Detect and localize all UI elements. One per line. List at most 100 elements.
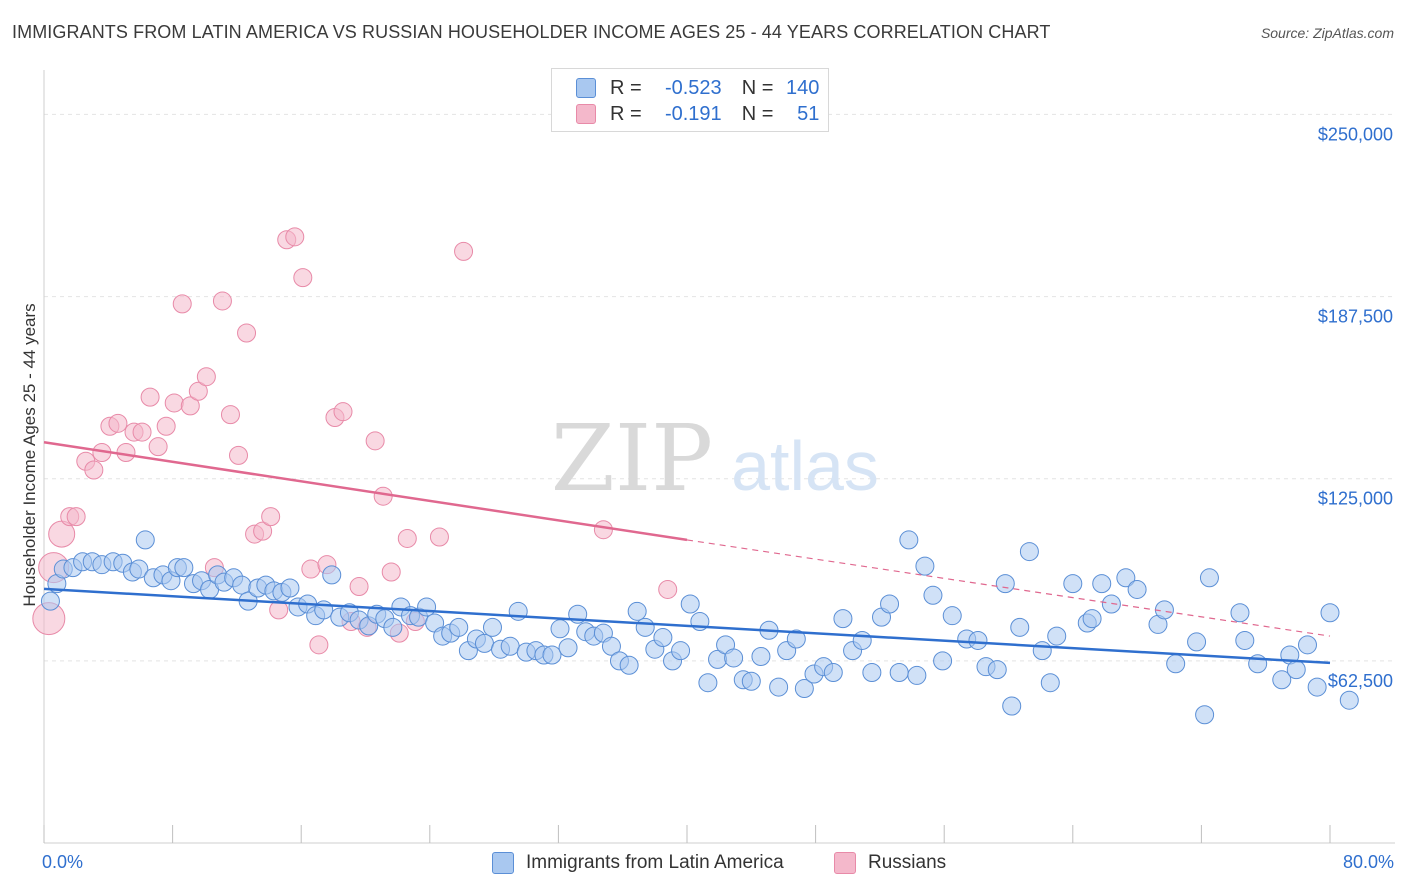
latin-america-point bbox=[1187, 632, 1207, 652]
latin-america-point bbox=[933, 651, 953, 671]
russians-point bbox=[84, 460, 104, 480]
latin-america-point bbox=[833, 609, 853, 629]
legend-n-label: N = bbox=[741, 76, 774, 99]
legend-swatch-pink bbox=[576, 104, 596, 124]
russians-point bbox=[454, 241, 474, 261]
legend-n-value-pink: 51 bbox=[797, 102, 820, 125]
legend-n-value-blue: 140 bbox=[786, 76, 820, 99]
latin-america-point bbox=[1032, 641, 1052, 661]
latin-america-point bbox=[1010, 617, 1030, 637]
latin-america-point bbox=[862, 663, 882, 683]
russians-point bbox=[301, 559, 321, 579]
watermark-atlas: atlas bbox=[731, 427, 879, 505]
russians-point bbox=[293, 268, 313, 288]
latin-america-point bbox=[129, 559, 149, 579]
bottom-legend-russians: Russians bbox=[834, 852, 946, 874]
latin-america-point bbox=[135, 530, 155, 550]
russians-point bbox=[148, 437, 168, 457]
latin-america-point bbox=[174, 558, 194, 578]
watermark-zip: ZIP bbox=[551, 405, 713, 512]
latin-america-point bbox=[823, 663, 843, 683]
russians-point bbox=[429, 527, 449, 547]
latin-america-point bbox=[1116, 568, 1136, 588]
latin-america-point bbox=[280, 578, 300, 598]
latin-america-point bbox=[383, 617, 403, 637]
russians-point bbox=[172, 294, 192, 314]
y-tick-label-1: $125,000 bbox=[1318, 489, 1393, 509]
russians-point bbox=[156, 416, 176, 436]
legend-r-value-pink: -0.191 bbox=[664, 102, 722, 125]
russians-trend-line-dashed bbox=[686, 539, 1331, 637]
legend-r-label: R = bbox=[610, 102, 642, 125]
russians-point bbox=[373, 486, 393, 506]
latin-america-point bbox=[769, 677, 789, 697]
correlation-legend: R = -0.523 N = 140 R = -0.191 N = 51 bbox=[551, 68, 829, 132]
russians-point bbox=[140, 387, 160, 407]
y-axis-label: Householder Income Ages 25 - 44 years bbox=[20, 303, 39, 607]
latin-america-point bbox=[558, 638, 578, 658]
russians-point bbox=[309, 635, 329, 655]
latin-america-point bbox=[627, 601, 647, 621]
latin-america-point bbox=[1019, 542, 1039, 562]
latin-america-point bbox=[1082, 609, 1102, 629]
latin-america-point bbox=[1235, 630, 1255, 650]
latin-america-point bbox=[40, 591, 60, 611]
legend-row-russians: R = -0.191 N = 51 bbox=[576, 101, 819, 127]
latin-america-point bbox=[698, 673, 718, 693]
russians-point bbox=[220, 405, 240, 425]
latin-america-point bbox=[1286, 660, 1306, 680]
latin-america-point bbox=[635, 617, 655, 637]
russians-point bbox=[333, 402, 353, 422]
x-tick-label-max: 80.0% bbox=[1342, 852, 1394, 872]
russians-point bbox=[132, 422, 152, 442]
bottom-legend-label-pink: Russians bbox=[868, 852, 947, 873]
russians-point bbox=[397, 528, 417, 548]
x-tick-label-min: 0.0% bbox=[42, 852, 84, 872]
russians-point bbox=[349, 577, 369, 597]
legend-swatch-blue bbox=[576, 78, 596, 98]
latin-america-point bbox=[1307, 677, 1327, 697]
latin-america-point bbox=[1047, 626, 1067, 646]
russians-point bbox=[285, 227, 305, 247]
latin-america-point bbox=[500, 636, 520, 656]
latin-america-point bbox=[987, 660, 1007, 680]
latin-america-point bbox=[995, 574, 1015, 594]
y-tick-label-0: $62,500 bbox=[1328, 671, 1393, 691]
latin-america-point bbox=[794, 679, 814, 699]
latin-america-point bbox=[1127, 579, 1147, 599]
latin-america-point bbox=[724, 648, 744, 668]
latin-america-point bbox=[852, 630, 872, 650]
legend-r-label: R = bbox=[610, 76, 642, 99]
latin-america-point bbox=[232, 575, 252, 595]
watermark: ZIP atlas bbox=[551, 405, 879, 512]
latin-america-point bbox=[322, 565, 342, 585]
russians-trend-line-solid bbox=[43, 441, 688, 542]
latin-america-point bbox=[942, 606, 962, 626]
russians-point bbox=[212, 291, 232, 311]
latin-america-point bbox=[601, 636, 621, 656]
source-label: Source: ZipAtlas.com bbox=[1260, 25, 1394, 41]
axes bbox=[43, 70, 1395, 844]
bottom-legend-label-blue: Immigrants from Latin America bbox=[526, 852, 784, 873]
latin-america-point bbox=[1040, 673, 1060, 693]
latin-america-point bbox=[880, 594, 900, 614]
latin-america-point bbox=[1199, 568, 1219, 588]
bottom-legend-swatch-pink bbox=[834, 852, 856, 874]
latin-america-point bbox=[680, 594, 700, 614]
latin-america-point bbox=[923, 585, 943, 605]
latin-america-point bbox=[542, 645, 562, 665]
y-tick-label-2: $187,500 bbox=[1318, 307, 1393, 327]
russians-point bbox=[229, 445, 249, 465]
latin-america-point bbox=[1101, 594, 1121, 614]
russians-point bbox=[381, 562, 401, 582]
bottom-legend-swatch-blue bbox=[492, 852, 514, 874]
latin-america-point bbox=[449, 617, 469, 637]
legend-r-value-blue: -0.523 bbox=[664, 76, 722, 99]
latin-america-point bbox=[786, 629, 806, 649]
bottom-legend-latin-america: Immigrants from Latin America bbox=[492, 852, 784, 874]
russians-point bbox=[261, 507, 281, 527]
trend-lines bbox=[43, 441, 1331, 665]
latin-america-point bbox=[741, 671, 761, 691]
latin-america-point bbox=[1230, 603, 1250, 623]
